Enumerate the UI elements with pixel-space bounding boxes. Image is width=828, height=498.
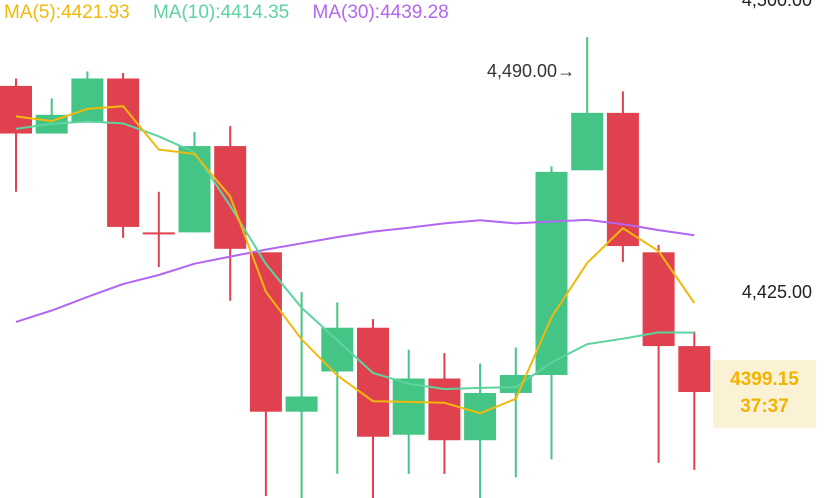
- candle-body: [0, 85, 32, 134]
- candle-body: [392, 378, 425, 435]
- ma5-line: [15, 105, 696, 415]
- candle-body: [499, 374, 532, 393]
- candle-body: [464, 392, 497, 441]
- current-price-box: 4399.15 37:37: [713, 360, 816, 428]
- candle-body: [357, 327, 389, 437]
- y-axis-label-top: 4,500.00: [741, 0, 812, 10]
- candle-body: [142, 232, 175, 235]
- candle-body: [71, 78, 104, 123]
- high-price-marker: 4,490.00→: [487, 61, 576, 81]
- y-axis-label-mid: 4,425.00: [741, 282, 812, 302]
- candle-body: [107, 78, 140, 227]
- candle-countdown: 37:37: [740, 396, 789, 417]
- ma5-legend: MA(5):4421.93: [4, 2, 130, 23]
- candle-body: [285, 396, 318, 412]
- ma30-line: [15, 218, 695, 323]
- ma30-legend: MA(30):4439.28: [312, 2, 449, 23]
- ma-legend: MA(5):4421.93 MA(10):4414.35 MA(30):4439…: [4, 2, 467, 24]
- current-price: 4399.15: [730, 369, 799, 390]
- candle-body: [249, 252, 282, 412]
- candle-body: [178, 146, 211, 233]
- candle-body: [571, 112, 604, 171]
- candle-body: [678, 346, 711, 392]
- ma10-legend: MA(10):4414.35: [152, 2, 290, 23]
- ma10-line: [15, 120, 695, 391]
